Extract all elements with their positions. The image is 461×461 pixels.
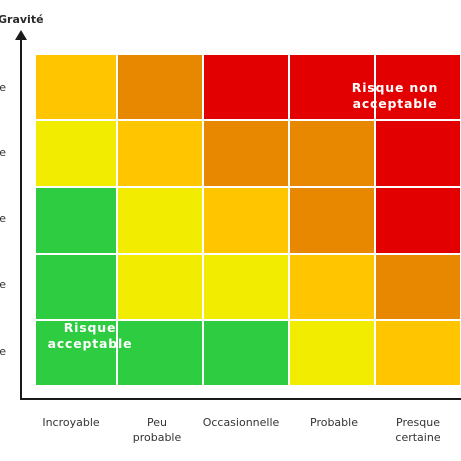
row-tick-4: e <box>0 278 6 291</box>
matrix-cell-r4-c3 <box>203 254 289 320</box>
matrix-cell-r3-c2 <box>117 187 203 254</box>
col-label-incroyable: Incroyable <box>42 416 100 429</box>
matrix-cell-r1-c4 <box>289 54 375 120</box>
matrix-cell-r3-c4 <box>289 187 375 254</box>
matrix-cell-r2-c4 <box>289 120 375 187</box>
zone-label-acceptable: Risque acceptable <box>47 320 133 351</box>
matrix-cell-r2-c1 <box>35 120 117 187</box>
matrix-cell-r1-c3 <box>203 54 289 120</box>
matrix-cell-r4-c5 <box>375 254 461 320</box>
row-tick-3: e <box>0 212 6 225</box>
matrix-cell-r5-c4 <box>289 320 375 386</box>
col-label-presque-certaine: Presque certaine <box>395 416 441 444</box>
row-tick-2: e <box>0 146 6 159</box>
row-tick-5: e <box>0 345 6 358</box>
matrix-cell-r4-c2 <box>117 254 203 320</box>
y-axis-arrow-icon <box>15 30 27 40</box>
matrix-cell-r5-c3 <box>203 320 289 386</box>
y-axis-line <box>20 38 22 399</box>
matrix-cell-r5-c1 <box>35 320 117 386</box>
matrix-cell-r2-c3 <box>203 120 289 187</box>
matrix-cell-r4-c4 <box>289 254 375 320</box>
matrix-cell-r4-c1 <box>35 254 117 320</box>
matrix-cell-r3-c1 <box>35 187 117 254</box>
risk-matrix-grid <box>35 54 461 386</box>
matrix-cell-r2-c2 <box>117 120 203 187</box>
matrix-cell-r5-c2 <box>117 320 203 386</box>
zone-label-not-acceptable: Risque non acceptable <box>351 80 439 111</box>
matrix-cell-r1-c1 <box>35 54 117 120</box>
matrix-cell-r3-c5 <box>375 187 461 254</box>
row-tick-1: e <box>0 81 6 94</box>
col-label-occasionnelle: Occasionnelle <box>202 416 280 429</box>
col-label-probable: Probable <box>310 416 358 429</box>
matrix-cell-r2-c5 <box>375 120 461 187</box>
y-axis-title: Gravité <box>0 13 44 26</box>
matrix-cell-r1-c5 <box>375 54 461 120</box>
matrix-cell-r3-c3 <box>203 187 289 254</box>
col-label-peu-probable: Peu probable <box>132 416 182 444</box>
matrix-cell-r1-c2 <box>117 54 203 120</box>
matrix-cell-r5-c5 <box>375 320 461 386</box>
x-axis-line <box>20 398 461 400</box>
